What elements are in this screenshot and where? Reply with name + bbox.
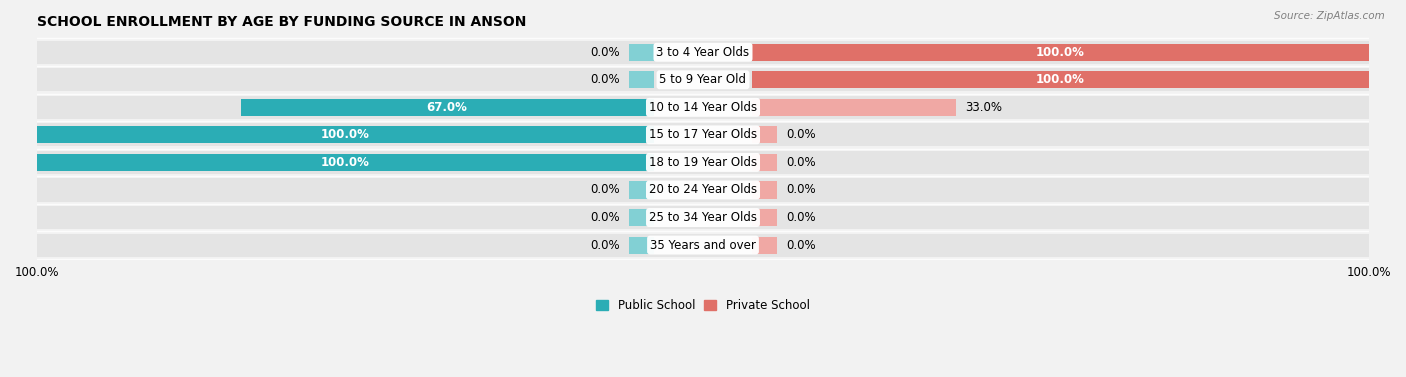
Bar	[752, 181, 778, 199]
Text: 25 to 34 Year Olds: 25 to 34 Year Olds	[650, 211, 756, 224]
Bar	[628, 181, 654, 199]
Bar	[37, 154, 654, 171]
Text: Source: ZipAtlas.com: Source: ZipAtlas.com	[1274, 11, 1385, 21]
Bar	[37, 41, 1369, 64]
Bar	[37, 233, 1369, 257]
Text: 35 Years and over: 35 Years and over	[650, 239, 756, 251]
Text: 5 to 9 Year Old: 5 to 9 Year Old	[659, 73, 747, 86]
Bar	[37, 178, 1369, 202]
Text: 0.0%: 0.0%	[591, 46, 620, 59]
Text: SCHOOL ENROLLMENT BY AGE BY FUNDING SOURCE IN ANSON: SCHOOL ENROLLMENT BY AGE BY FUNDING SOUR…	[37, 15, 527, 29]
Bar	[628, 71, 654, 88]
Text: 0.0%: 0.0%	[786, 184, 815, 196]
Text: 18 to 19 Year Olds: 18 to 19 Year Olds	[650, 156, 756, 169]
Text: 100.0%: 100.0%	[321, 156, 370, 169]
Text: 0.0%: 0.0%	[591, 211, 620, 224]
Bar	[752, 209, 778, 226]
Bar	[628, 236, 654, 254]
Text: 10 to 14 Year Olds: 10 to 14 Year Olds	[650, 101, 756, 114]
Text: 0.0%: 0.0%	[591, 239, 620, 251]
Bar	[752, 236, 778, 254]
Text: 0.0%: 0.0%	[786, 239, 815, 251]
Bar	[37, 206, 1369, 229]
Text: 100.0%: 100.0%	[1036, 46, 1085, 59]
Text: 0.0%: 0.0%	[786, 211, 815, 224]
Bar	[752, 71, 1369, 88]
Bar	[37, 126, 654, 143]
Text: 100.0%: 100.0%	[321, 129, 370, 141]
Legend: Public School, Private School: Public School, Private School	[592, 294, 814, 317]
Text: 0.0%: 0.0%	[786, 156, 815, 169]
Text: 15 to 17 Year Olds: 15 to 17 Year Olds	[650, 129, 756, 141]
Bar	[752, 154, 778, 171]
Text: 33.0%: 33.0%	[965, 101, 1002, 114]
Bar	[628, 44, 654, 61]
Bar	[37, 123, 1369, 147]
Text: 20 to 24 Year Olds: 20 to 24 Year Olds	[650, 184, 756, 196]
Text: 3 to 4 Year Olds: 3 to 4 Year Olds	[657, 46, 749, 59]
Text: 0.0%: 0.0%	[591, 184, 620, 196]
Text: 100.0%: 100.0%	[1036, 73, 1085, 86]
Bar	[37, 151, 1369, 174]
Bar	[752, 99, 956, 116]
Bar	[752, 126, 778, 143]
Bar	[240, 99, 654, 116]
Text: 67.0%: 67.0%	[427, 101, 468, 114]
Bar	[752, 44, 1369, 61]
Text: 0.0%: 0.0%	[591, 73, 620, 86]
Bar	[37, 68, 1369, 91]
Text: 0.0%: 0.0%	[786, 129, 815, 141]
Bar	[628, 209, 654, 226]
Bar	[37, 96, 1369, 119]
